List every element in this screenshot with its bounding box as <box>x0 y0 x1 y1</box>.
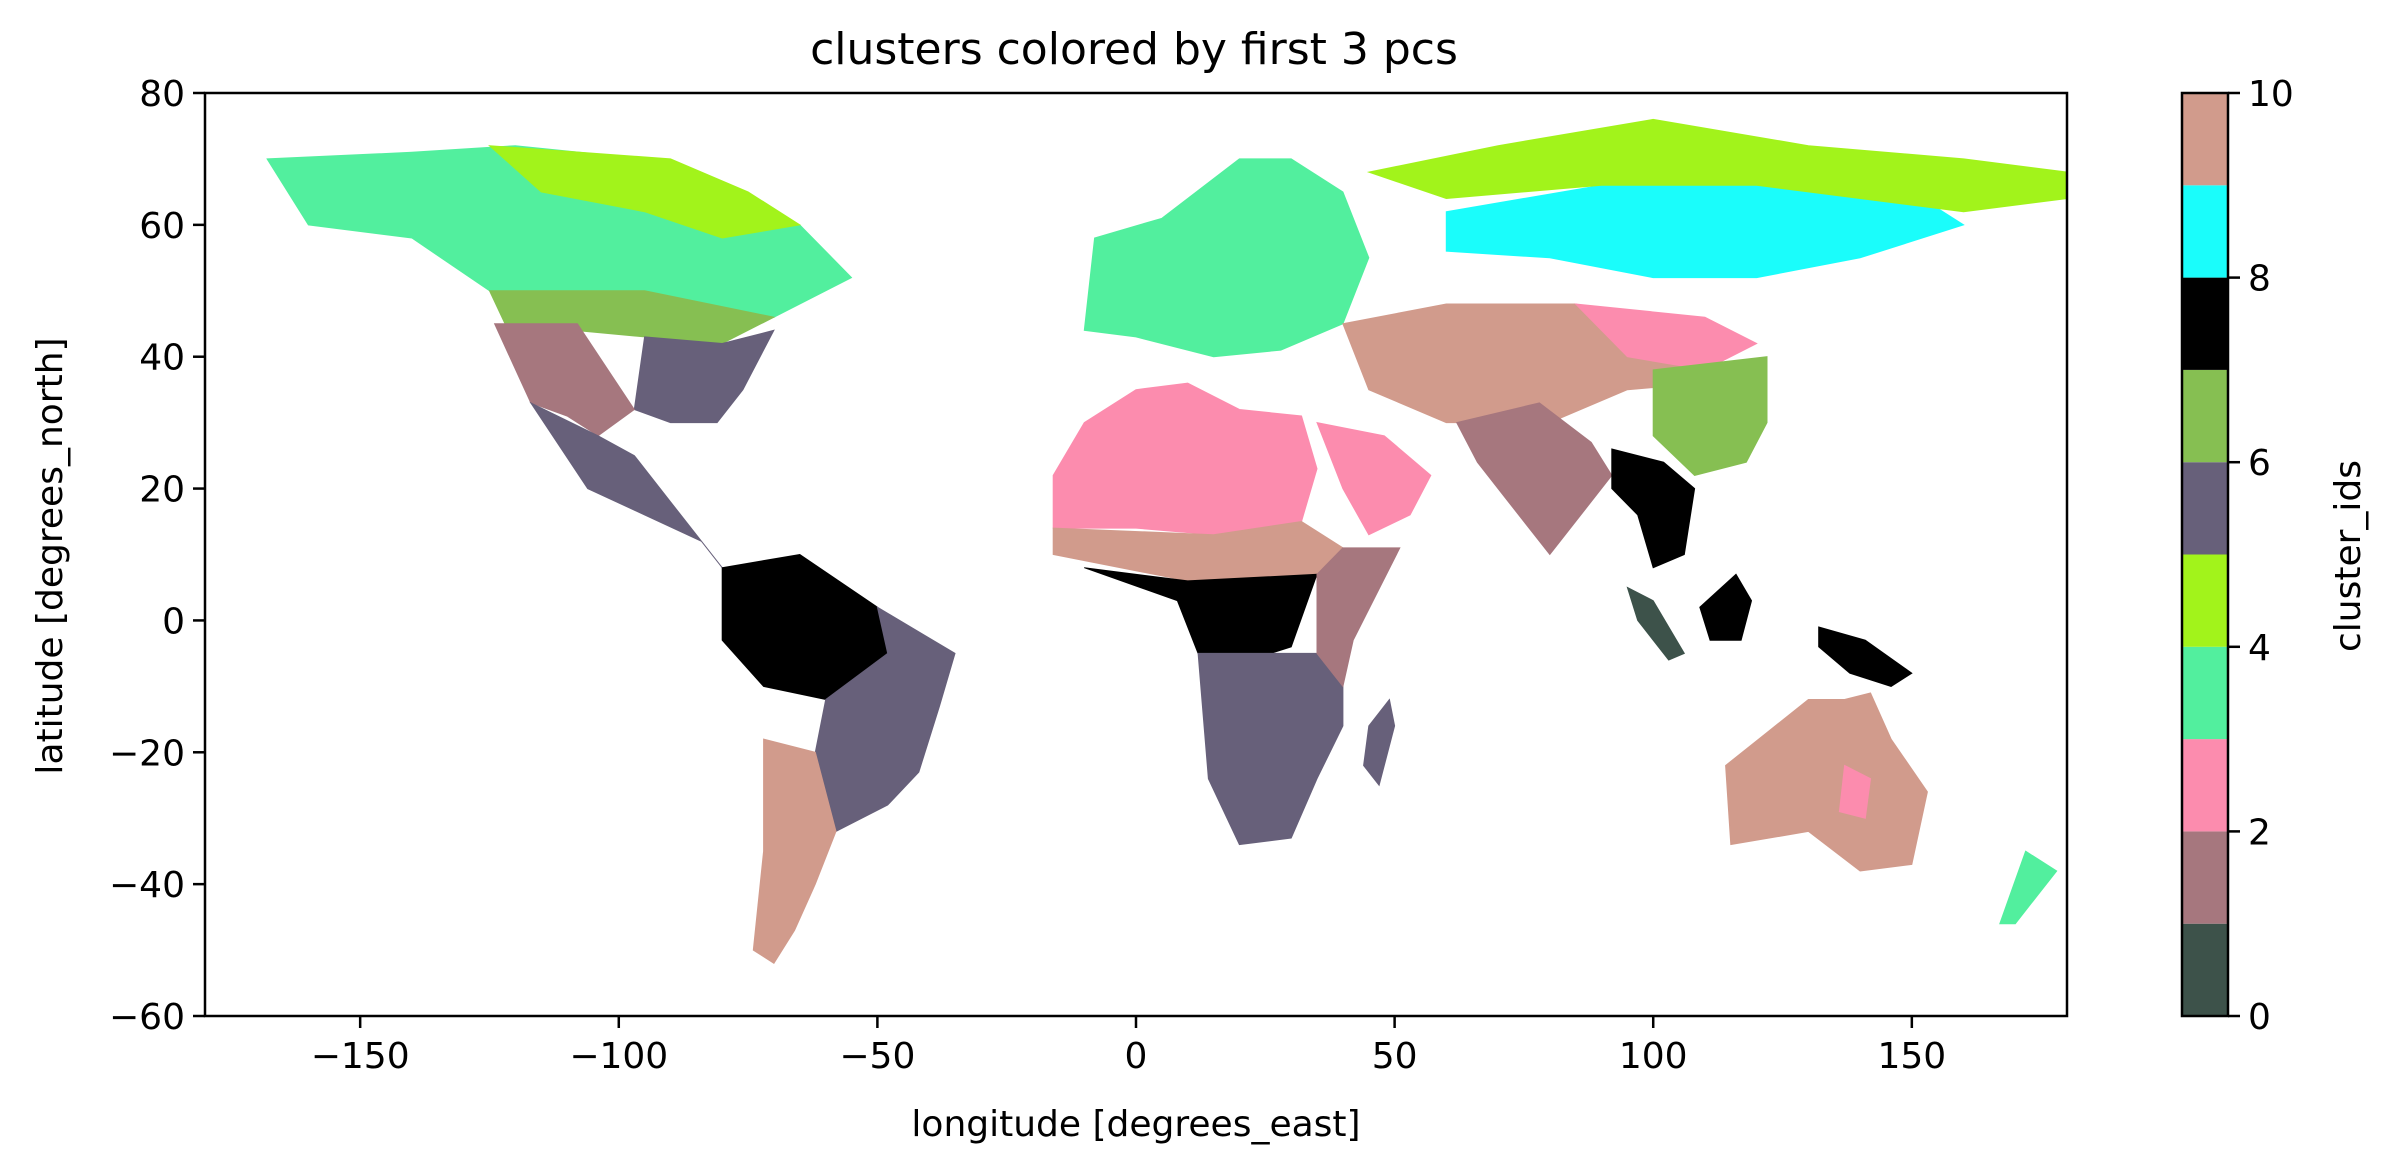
x-tick-label: 150 <box>1877 1036 1946 1077</box>
colorbar-segment-5 <box>2182 462 2228 555</box>
x-axis: −150 −100 −50 0 50 100 150 <box>311 1016 1946 1077</box>
map-region-16 <box>1083 158 1370 358</box>
y-axis-label: latitude [degrees_north] <box>30 337 71 774</box>
map-regions <box>266 118 2068 964</box>
colorbar-segment-0 <box>2182 923 2228 1016</box>
map-region-0 <box>266 145 853 318</box>
colorbar-segment-2 <box>2182 739 2228 832</box>
map-region-28 <box>1838 764 1872 819</box>
x-tick-label: −150 <box>311 1036 410 1077</box>
colorbar-segment-8 <box>2182 185 2228 278</box>
map-region-24 <box>1626 586 1686 661</box>
y-tick-label: 20 <box>139 470 185 511</box>
x-tick-label: 50 <box>1372 1036 1418 1077</box>
colorbar-segment-1 <box>2182 831 2228 924</box>
x-axis-label: longitude [degrees_east] <box>911 1104 1360 1145</box>
y-tick-label: 40 <box>139 338 185 379</box>
map-region-1 <box>488 145 802 239</box>
y-tick-label: −20 <box>109 733 185 774</box>
colorbar-segment-9 <box>2182 93 2228 186</box>
colorbar: 0 2 4 6 8 10 cluster_ids <box>2180 74 2369 1038</box>
colorbar-frame <box>2180 91 2230 1018</box>
colorbar-tick-label: 10 <box>2248 74 2294 115</box>
colorbar-tick-label: 4 <box>2248 628 2271 669</box>
map-region-22 <box>1455 402 1613 556</box>
y-tick-label: 60 <box>139 206 185 247</box>
map-region-29 <box>1999 850 2058 925</box>
map-region-26 <box>1818 626 1913 687</box>
x-tick-label: −100 <box>569 1036 668 1077</box>
x-tick-label: −50 <box>839 1036 915 1077</box>
y-tick-label: 80 <box>139 74 185 115</box>
y-axis: 80 60 40 20 0 −20 −40 −60 <box>109 74 205 1038</box>
colorbar-tick-label: 8 <box>2248 259 2271 300</box>
x-tick-label: 0 <box>1125 1036 1148 1077</box>
colorbar-segment-4 <box>2182 554 2228 647</box>
plot-area <box>203 91 2069 1018</box>
map-region-20 <box>1574 303 1758 371</box>
colorbar-label: cluster_ids <box>2328 460 2369 652</box>
colorbar-tick-label: 0 <box>2248 997 2271 1038</box>
y-tick-label: −60 <box>109 997 185 1038</box>
map-region-14 <box>1316 547 1401 688</box>
colorbar-tick-label: 6 <box>2248 443 2271 484</box>
y-tick-label: −40 <box>109 865 185 906</box>
map-region-23 <box>1611 448 1696 569</box>
y-tick-label: 0 <box>162 601 185 642</box>
map-region-8 <box>752 738 837 964</box>
map-region-7 <box>814 606 956 833</box>
map-region-21 <box>1652 356 1768 476</box>
colorbar-segment-3 <box>2182 646 2228 740</box>
map-region-10 <box>1316 421 1432 536</box>
colorbar-tick-label: 2 <box>2248 812 2271 853</box>
map-region-9 <box>1052 382 1318 536</box>
map-region-3 <box>633 329 775 424</box>
x-tick-label: 100 <box>1619 1036 1688 1077</box>
colorbar-ticks: 0 2 4 6 8 10 <box>2228 74 2294 1038</box>
chart-title: clusters colored by first 3 pcs <box>810 24 1458 75</box>
map-region-27 <box>1725 692 1928 872</box>
colorbar-segment-7 <box>2182 277 2228 370</box>
map-region-15 <box>1363 698 1396 787</box>
colorbar-segments <box>2182 93 2228 1016</box>
colorbar-segment-6 <box>2182 369 2228 463</box>
map-region-25 <box>1699 573 1753 641</box>
